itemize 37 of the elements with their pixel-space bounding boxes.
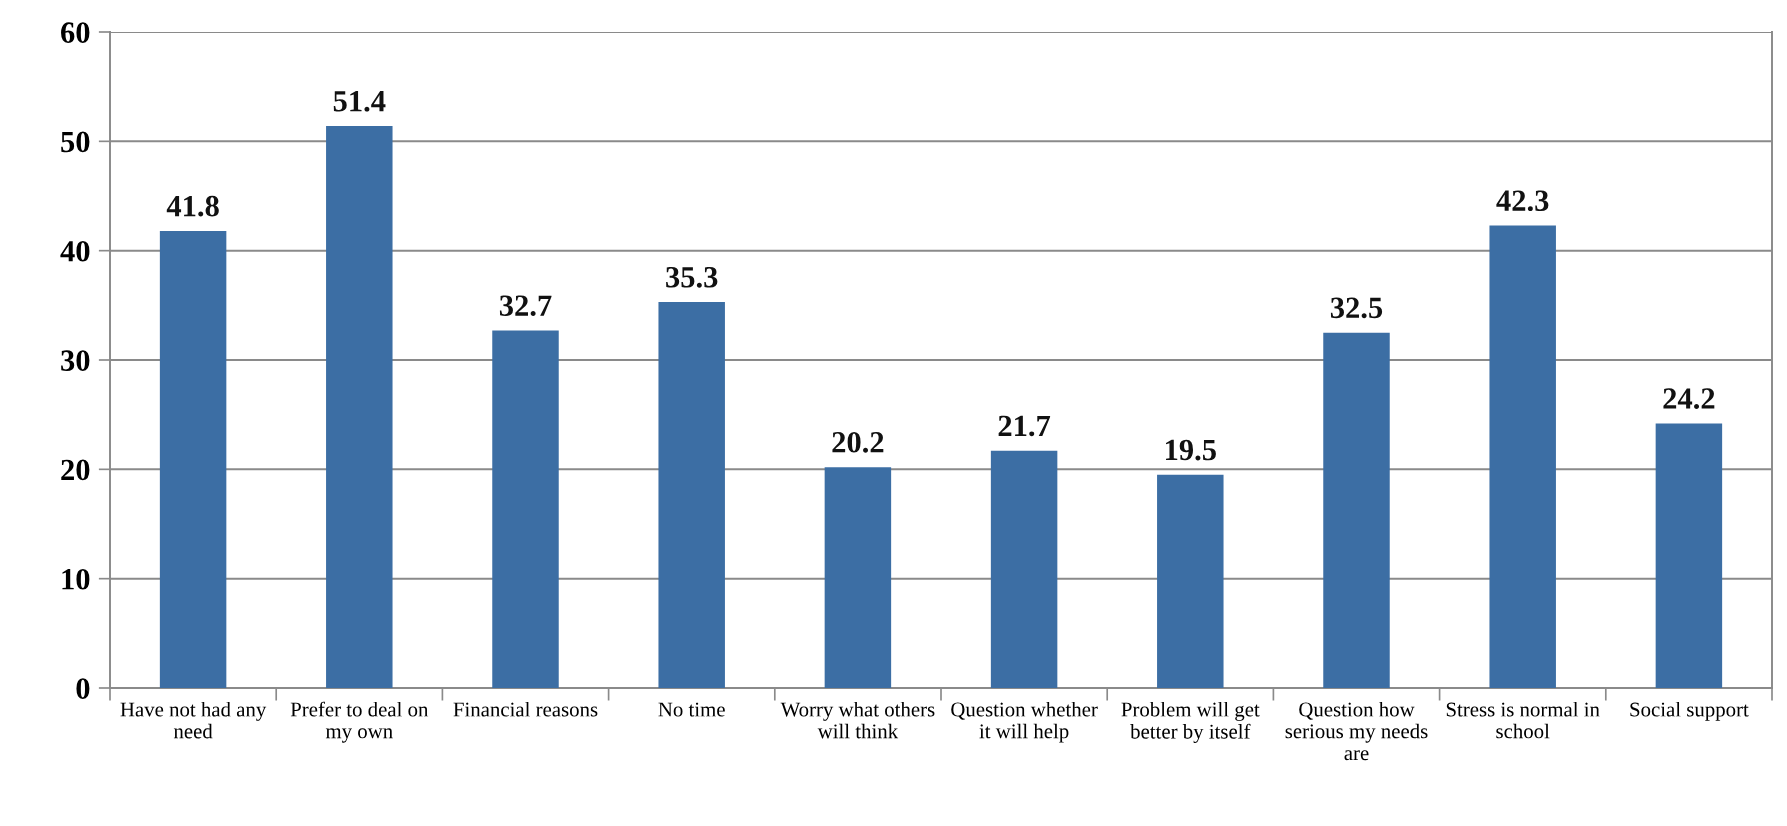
data-label: 42.3	[1496, 190, 1549, 212]
bar	[824, 467, 892, 688]
y-tick-label: 20	[61, 459, 90, 481]
x-tick-label: Social support	[1630, 701, 1749, 721]
x-tick-label: Question whether it will help	[951, 701, 1098, 743]
bar	[159, 230, 227, 688]
bar	[1489, 225, 1556, 688]
bar	[326, 126, 393, 688]
data-label: 32.5	[1330, 297, 1383, 319]
y-tick-label: 10	[62, 568, 90, 590]
data-label: 20.2	[832, 431, 884, 453]
bar	[990, 450, 1058, 688]
y-tick-label: 60	[61, 22, 90, 43]
x-tick-label: Question how serious my needs are	[1285, 701, 1428, 761]
bar	[1157, 474, 1224, 688]
y-tick-label: 40	[60, 240, 90, 262]
bar	[492, 330, 559, 688]
y-tick-label: 50	[61, 131, 90, 153]
data-label: 41.8	[166, 195, 219, 217]
x-tick-label: Financial reasons	[453, 701, 598, 717]
bar	[658, 302, 725, 688]
data-label: 19.5	[1166, 439, 1216, 461]
data-label: 51.4	[333, 91, 386, 112]
x-tick-label: Have not had any need	[120, 701, 267, 739]
x-tick-label: Prefer to deal on my own	[290, 701, 429, 743]
x-tick-label: Worry what others will think	[780, 701, 935, 739]
data-label: 32.7	[499, 295, 552, 317]
y-tick-label: 30	[61, 350, 90, 371]
x-tick-label: No time	[658, 702, 725, 717]
y-tick-label: 0	[76, 678, 90, 699]
data-label: 35.3	[666, 266, 718, 288]
bar	[1323, 332, 1390, 688]
x-tick-label: Problem will get better by itself	[1121, 701, 1260, 743]
bar	[1655, 423, 1723, 688]
x-tick-label: Stress is normal in school	[1446, 701, 1600, 739]
data-label: 24.2	[1663, 388, 1715, 410]
data-label: 21.7	[998, 415, 1051, 437]
